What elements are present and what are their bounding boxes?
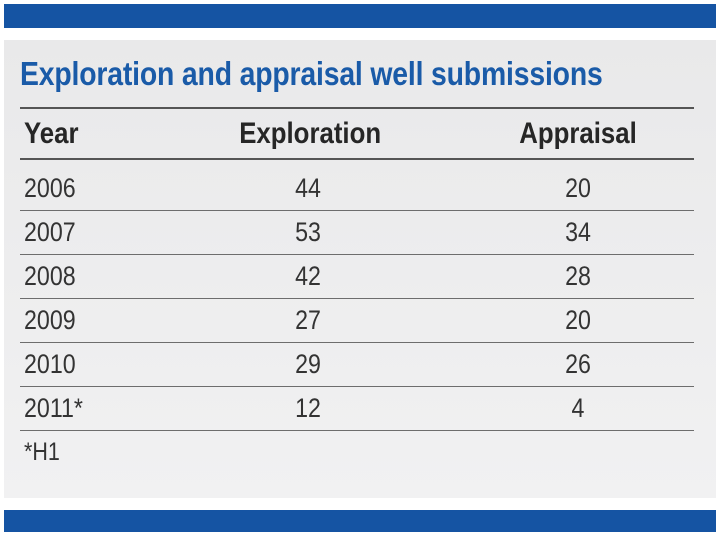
cell-exploration: 53 [295,217,321,247]
cell-year: 2008 [24,261,76,291]
title-rule [20,107,694,109]
row-divider [20,298,694,299]
cell-appraisal: 4 [571,393,585,423]
bottom-accent-bar [4,510,716,532]
row-divider [20,342,694,343]
footnote: *H1 [24,438,60,466]
header-appraisal: Appraisal [519,117,637,150]
row-divider [20,386,694,387]
cell-appraisal: 34 [565,217,591,247]
cell-appraisal: 20 [565,305,591,335]
cell-year: 2006 [24,173,76,203]
cell-exploration: 27 [295,305,321,335]
table-title: Exploration and appraisal well submissio… [20,55,603,92]
cell-exploration: 44 [295,173,321,203]
cell-appraisal: 20 [565,173,591,203]
cell-appraisal: 26 [565,349,591,379]
cell-exploration: 29 [295,349,321,379]
cell-year: 2011* [24,393,83,423]
row-divider [20,254,694,255]
cell-year: 2010 [24,349,76,379]
row-divider [20,210,694,211]
header-rule [20,158,694,160]
cell-year: 2009 [24,305,76,335]
header-year: Year [24,117,79,150]
table-panel [4,40,716,498]
row-divider [20,430,694,431]
top-accent-bar [4,4,716,28]
cell-appraisal: 28 [565,261,591,291]
cell-exploration: 12 [295,393,321,423]
cell-exploration: 42 [295,261,321,291]
header-exploration: Exploration [239,117,382,150]
cell-year: 2007 [24,217,76,247]
